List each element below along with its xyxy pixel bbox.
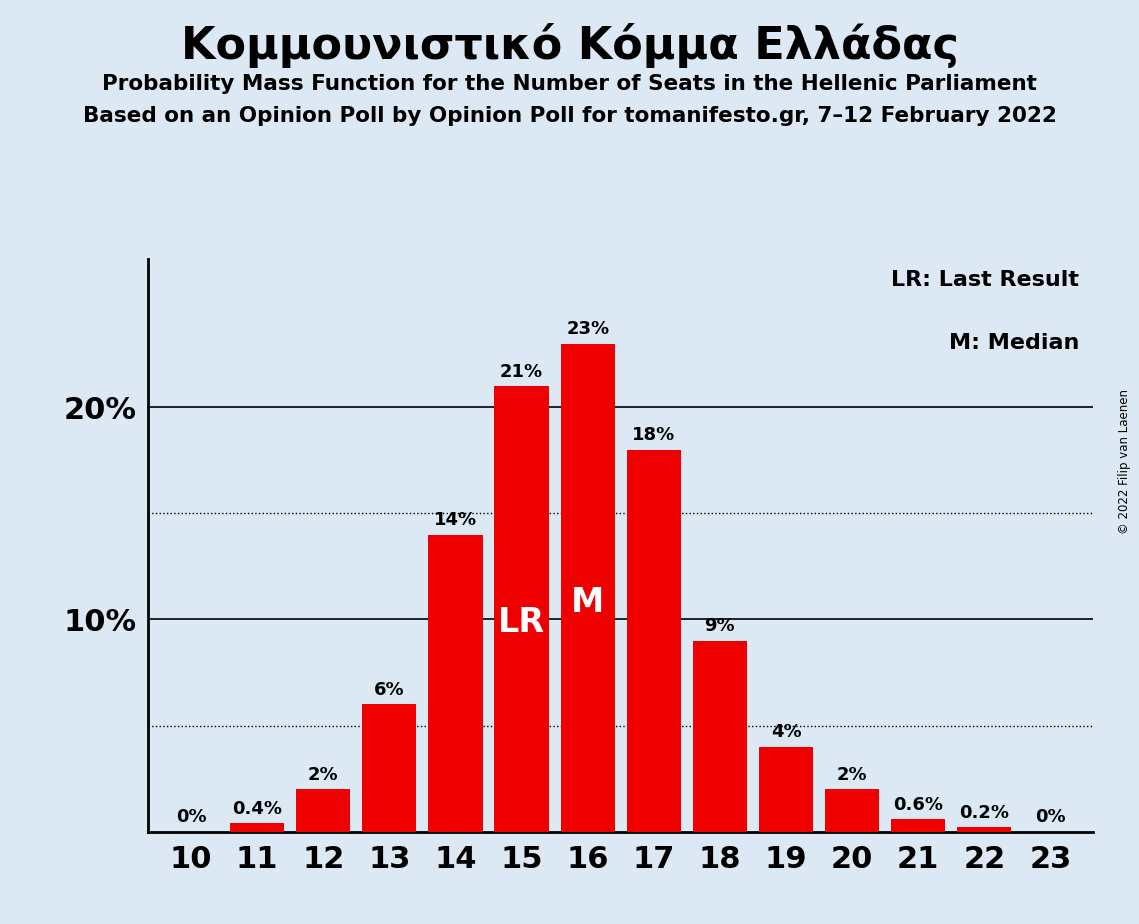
Bar — [825, 789, 879, 832]
Text: 23%: 23% — [566, 321, 609, 338]
Text: 0.4%: 0.4% — [232, 800, 282, 818]
Text: 4%: 4% — [771, 723, 802, 741]
Bar — [693, 640, 747, 832]
Text: 0%: 0% — [175, 808, 206, 826]
Bar — [296, 789, 351, 832]
Text: © 2022 Filip van Laenen: © 2022 Filip van Laenen — [1118, 390, 1131, 534]
Text: Based on an Opinion Poll by Opinion Poll for tomanifesto.gr, 7–12 February 2022: Based on an Opinion Poll by Opinion Poll… — [82, 106, 1057, 127]
Bar — [626, 450, 681, 832]
Text: M: Median: M: Median — [949, 334, 1080, 353]
Text: 0.6%: 0.6% — [893, 796, 943, 813]
Text: 6%: 6% — [374, 681, 404, 699]
Bar — [759, 747, 813, 832]
Text: 0.2%: 0.2% — [959, 804, 1009, 822]
Bar — [494, 386, 549, 832]
Text: LR: LR — [498, 605, 546, 638]
Bar — [428, 535, 483, 832]
Text: 18%: 18% — [632, 426, 675, 444]
Bar — [230, 823, 285, 832]
Text: M: M — [571, 586, 605, 619]
Text: 14%: 14% — [434, 511, 477, 529]
Bar — [957, 827, 1011, 832]
Text: 2%: 2% — [837, 766, 868, 784]
Text: LR: Last Result: LR: Last Result — [891, 270, 1080, 290]
Text: Probability Mass Function for the Number of Seats in the Hellenic Parliament: Probability Mass Function for the Number… — [103, 74, 1036, 94]
Text: 9%: 9% — [705, 617, 736, 636]
Text: 21%: 21% — [500, 363, 543, 381]
Bar — [560, 344, 615, 832]
Text: Κομμουνιστικό Κόμμα Ελλάδας: Κομμουνιστικό Κόμμα Ελλάδας — [181, 23, 958, 68]
Text: 2%: 2% — [308, 766, 338, 784]
Bar — [362, 704, 417, 832]
Bar — [891, 819, 945, 832]
Text: 0%: 0% — [1035, 808, 1066, 826]
